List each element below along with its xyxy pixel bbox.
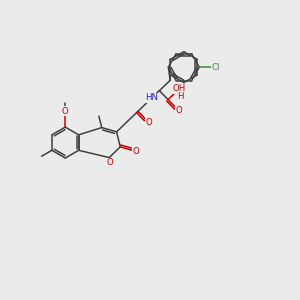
Text: O: O	[107, 158, 114, 167]
Text: Cl: Cl	[212, 63, 220, 72]
Text: OH: OH	[172, 84, 186, 93]
Text: H: H	[178, 92, 184, 101]
Text: O: O	[132, 147, 139, 156]
Text: HN: HN	[146, 93, 158, 102]
Text: O: O	[145, 118, 152, 127]
Text: O: O	[62, 106, 69, 116]
Text: O: O	[175, 106, 182, 115]
